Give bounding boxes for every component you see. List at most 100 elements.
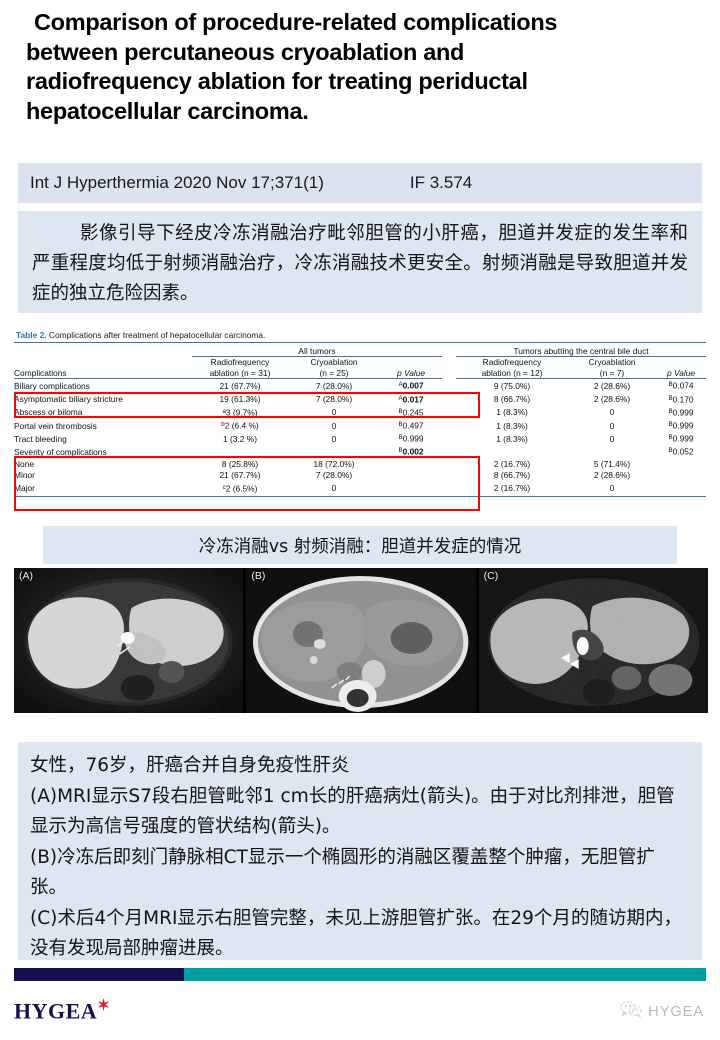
cell-rfa-abutting: 8 (66.7%) <box>493 470 531 481</box>
wechat-glyph-icon <box>620 1001 642 1018</box>
footer-bar-teal <box>184 968 706 981</box>
caption-rule <box>14 342 706 344</box>
table-row: Biliary complications 21 (67.7%) 7 (28.0%)… <box>14 379 706 393</box>
table-gap-cell <box>442 470 456 482</box>
table-gap-cell <box>442 379 456 393</box>
table-row: Major c2 (6.5%) 0 2 (16.7%) 0 <box>14 482 706 495</box>
panel-label-b: (B) <box>251 570 266 582</box>
table-gap-cell <box>442 419 456 432</box>
table-row: Portal vein thrombosis b2 (6.4 %) 0 B0.497 1… <box>14 419 706 432</box>
cell-rfa-all: 8 (25.8%) <box>221 458 259 469</box>
panel-label-c: (C) <box>483 570 499 582</box>
journal-citation-text: Int J Hyperthermia 2020 Nov 17;371(1) <box>30 173 324 192</box>
cell-rfa-all <box>192 445 288 458</box>
table-gap-cell <box>442 459 456 471</box>
cell-pvalue-all: A0.007 <box>398 380 424 391</box>
cell-rfa-all: 1 (3.2 %) <box>223 433 257 444</box>
cell-cryo-abutting: 2 (28.6%) <box>593 394 631 405</box>
table-gap-cell <box>442 393 456 406</box>
cell-cryo-abutting: 5 (71.4%) <box>593 458 631 469</box>
cell-pvalue-all: B0.999 <box>398 433 424 444</box>
cell-rfa-abutting: 1 (8.3%) <box>496 407 528 418</box>
colhead-rfa-abutting: Radiofrequency ablation (n = 12) <box>456 356 569 380</box>
table-row: Tract bleeding 1 (3.2 %) 0 B0.999 1 (8.3%) 0 B… <box>14 432 706 445</box>
panel-label-a: (A) <box>19 570 33 582</box>
cell-pvalue-all: B0.497 <box>398 420 424 431</box>
wechat-account-name: HYGEA <box>648 1003 704 1020</box>
table-caption-number: Table 2. <box>16 330 47 340</box>
cell-pvalue-all <box>380 459 442 471</box>
table-bottom-rule <box>14 495 706 498</box>
mri-image-c <box>478 568 708 713</box>
table-caption-text: Complications after treatment of hepatoc… <box>48 330 266 340</box>
table-row-label: Asymptomatic biliary stricture <box>14 394 123 405</box>
table-caption: Table 2. Complications after treatment o… <box>14 330 708 342</box>
cell-cryo-abutting <box>568 445 656 458</box>
title-line-4: hepatocellular carcinoma. <box>26 97 309 124</box>
group-header-all-tumors: All tumors <box>192 346 443 358</box>
table-row-label: None <box>14 458 35 469</box>
impact-factor-text: IF 3.574 <box>409 173 473 192</box>
table-gap-cell <box>442 432 456 445</box>
table-row-label: Portal vein thrombosis <box>14 420 97 431</box>
journal-citation-bar: Int J Hyperthermia 2020 Nov 17;371(1) IF… <box>18 163 702 203</box>
table-row: Asymptomatic biliary stricture 19 (61.3%)… <box>14 393 706 406</box>
medical-images-row: (A) (B) <box>14 568 708 713</box>
cell-rfa-all: b2 (6.4 %) <box>221 420 259 431</box>
mri-panel-c: (C) <box>478 568 708 713</box>
footer-bar-navy <box>14 968 184 981</box>
cell-rfa-abutting: 2 (16.7%) <box>493 458 531 469</box>
cell-rfa-abutting: 9 (75.0%) <box>493 380 531 391</box>
table-row: Abscess or biloma a3 (9.7%) 0 B0.245 1 (8.3%… <box>14 406 706 419</box>
colhead-cryo-all: Cryoablation (n = 25) <box>288 356 380 380</box>
cell-pvalue-all <box>380 470 442 482</box>
title-line-3: radiofrequency ablation for treating per… <box>26 68 528 94</box>
cell-pvalue-abutting: B0.999 <box>668 407 694 418</box>
cell-cryo-all: 7 (28.0%) <box>315 380 353 391</box>
cell-rfa-abutting: 1 (8.3%) <box>496 433 528 444</box>
ct-image-b <box>246 568 476 713</box>
colhead-complications: Complications <box>14 356 192 380</box>
hygea-logo: HYGEA✶ <box>14 996 110 1024</box>
cell-cryo-all: 0 <box>331 420 337 431</box>
mri-panel-a: (A) <box>14 568 244 713</box>
table-column-header-row: Complications Radiofrequency ablation (n… <box>14 356 707 380</box>
table-body: Biliary complications 21 (67.7%) 7 (28.0%)… <box>14 379 706 495</box>
table-figure: Table 2. Complications after treatment o… <box>14 330 708 518</box>
page-title: Comparison of procedure-related complica… <box>26 8 698 126</box>
summary-box: 影像引导下经皮冷冻消融治疗毗邻胆管的小肝癌，胆道并发症的发生率和严重程度均低于射… <box>18 211 702 313</box>
cell-pvalue-abutting: B0.999 <box>668 420 694 431</box>
cell-rfa-all: 21 (67.7%) <box>219 470 261 481</box>
cell-pvalue-abutting <box>656 482 706 495</box>
hygea-logo-text: HYGEA <box>14 998 98 1024</box>
cell-cryo-abutting: 0 <box>609 433 615 444</box>
case-description-text: 女性，76岁，肝癌合并自身免疫性肝炎 (A)MRI显示S7段右胆管毗邻1 cm长… <box>30 755 682 959</box>
cell-pvalue-abutting: B0.052 <box>668 446 694 457</box>
cell-pvalue-abutting: B0.170 <box>668 394 694 405</box>
summary-text: 影像引导下经皮冷冻消融治疗毗邻胆管的小肝癌，胆道并发症的发生率和严重程度均低于射… <box>32 223 688 304</box>
cell-cryo-all: 7 (28.0%) <box>315 470 353 481</box>
table-gap-cell <box>442 482 456 495</box>
colhead-pvalue-all: p Value <box>380 356 443 380</box>
cell-rfa-abutting: 1 (8.3%) <box>496 420 528 431</box>
table-row-label: Tract bleeding <box>14 433 67 444</box>
cell-pvalue-all: B0.245 <box>398 407 424 418</box>
cell-rfa-abutting: 2 (16.7%) <box>493 483 531 494</box>
cell-cryo-all: 7 (28.0%) <box>315 394 353 405</box>
table-gap-cell <box>442 445 456 458</box>
colhead-rfa-all: Radiofrequency ablation (n = 31) <box>192 356 288 380</box>
table-row-label: Abscess or biloma <box>14 407 83 418</box>
cell-cryo-all: 18 (72.0%) <box>313 458 355 469</box>
colhead-pvalue-abutting: p Value <box>656 356 707 380</box>
colhead-cryo-abutting: Cryoablation (n = 7) <box>568 356 657 380</box>
case-description-box: 女性，76岁，肝癌合并自身免疫性肝炎 (A)MRI显示S7段右胆管毗邻1 cm长… <box>18 742 702 960</box>
cell-cryo-abutting: 0 <box>609 483 615 494</box>
title-line-2: between percutaneous cryoablation and <box>26 38 465 65</box>
cell-rfa-abutting <box>456 445 568 458</box>
table-gap-cell <box>442 406 456 419</box>
title-line-1: Comparison of procedure-related complica… <box>34 9 558 35</box>
cell-rfa-abutting: 8 (66.7%) <box>493 394 531 405</box>
cell-pvalue-all: B0.002 <box>398 446 424 457</box>
cell-cryo-abutting: 0 <box>609 407 615 418</box>
table-row: Minor 21 (67.7%) 7 (28.0%) 8 (66.7%) 2 (28.6… <box>14 470 706 482</box>
